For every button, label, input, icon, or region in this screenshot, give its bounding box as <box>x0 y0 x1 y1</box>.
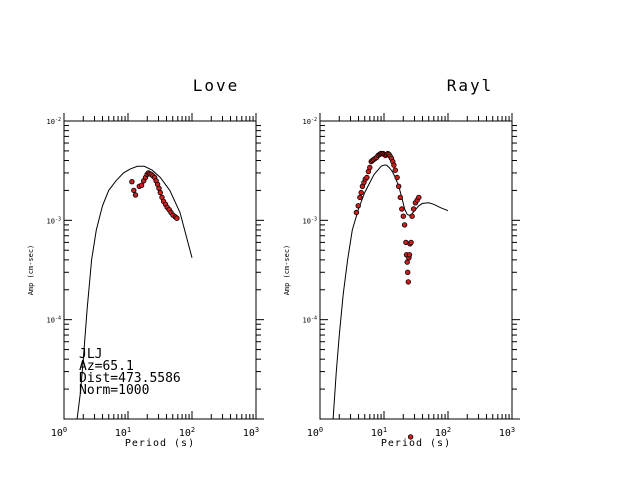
data-point <box>410 206 417 212</box>
data-point <box>407 434 414 440</box>
data-point <box>391 162 397 168</box>
data-point <box>394 174 400 181</box>
y-tick-label: 10-4 <box>47 316 61 325</box>
data-point <box>174 215 180 221</box>
y-axis-label: Amp (cm-sec) <box>283 245 291 296</box>
data-point <box>408 239 414 246</box>
x-tick-label: 103 <box>243 426 259 439</box>
data-point <box>405 269 411 275</box>
x-tick-label: 102 <box>435 426 451 439</box>
data-point <box>353 209 360 216</box>
rayl-panel: 100 101 102 103 10-2 10-3 10-4 Rayl Period (s) Am… <box>283 76 520 449</box>
x-axis-label: Period (s) <box>381 438 451 449</box>
x-tick-label: 100 <box>51 426 67 439</box>
data-point <box>355 203 361 209</box>
data-point <box>357 194 363 201</box>
y-tick-label: 10-2 <box>303 117 317 126</box>
station-annotation: Norm=1000 <box>79 383 149 398</box>
data-point <box>401 222 408 228</box>
data-point <box>129 178 135 185</box>
data-point <box>364 174 370 181</box>
data-point <box>367 164 373 171</box>
x-tick-label: 102 <box>179 426 195 439</box>
data-point <box>405 279 411 285</box>
data-point <box>399 206 405 212</box>
x-tick-label: 100 <box>307 426 323 439</box>
station-annotation: JLJ <box>79 347 102 362</box>
y-tick-label: 10-2 <box>47 117 61 126</box>
theory-curve <box>332 164 449 420</box>
data-point <box>409 213 415 219</box>
data-point <box>157 189 163 196</box>
data-point <box>131 187 137 194</box>
x-tick-label: 101 <box>371 426 387 439</box>
data-point <box>156 185 162 191</box>
x-axis-label: Period (s) <box>125 438 195 449</box>
y-tick-label: 10-3 <box>303 216 317 225</box>
data-point <box>138 182 145 188</box>
x-tick-label: 103 <box>499 426 515 439</box>
station-annotation: Az=65.1 <box>79 359 134 374</box>
plot-frame <box>63 120 257 420</box>
data-point <box>397 194 403 201</box>
panel-title: Rayl <box>447 76 494 95</box>
data-point <box>416 194 422 201</box>
y-axis-label: Amp (cm-sec) <box>27 245 35 296</box>
y-tick-label: 10-3 <box>47 216 61 225</box>
data-point <box>396 183 402 189</box>
data-point <box>132 192 139 198</box>
data-point <box>400 213 406 219</box>
plot-frame <box>319 120 513 420</box>
x-tick-label: 101 <box>115 426 131 439</box>
y-tick-label: 10-4 <box>303 316 317 325</box>
data-point <box>392 167 398 173</box>
data-point <box>406 252 413 258</box>
data-point <box>358 189 364 196</box>
panel-title: Love <box>193 76 240 95</box>
love-panel: 100 101 102 103 10-2 10-3 10-4 Love Period (s) Am… <box>27 76 264 449</box>
theory-curve <box>76 165 193 420</box>
station-annotation: Dist=473.5586 <box>79 371 181 386</box>
